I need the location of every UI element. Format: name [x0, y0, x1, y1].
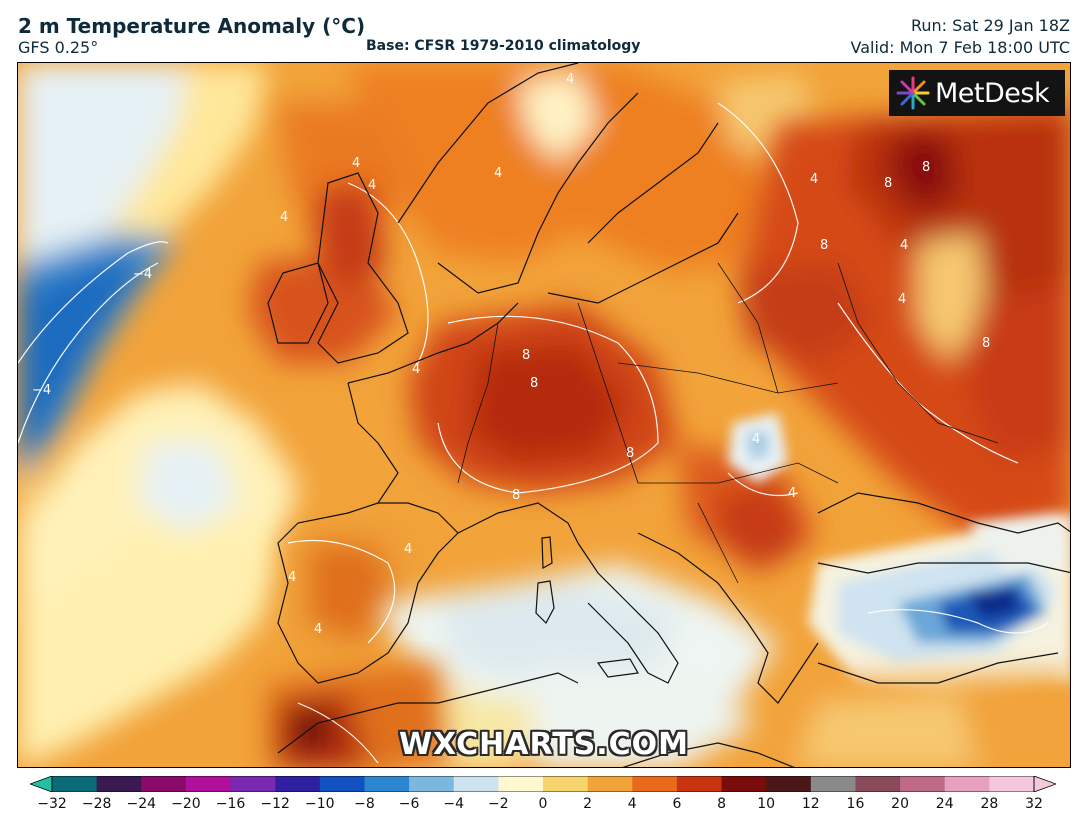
contour-label: 4 — [404, 542, 412, 557]
anatolia-cold-field — [808, 513, 1070, 703]
colorbar-outline — [51, 776, 1035, 792]
colorbar-segment — [543, 776, 589, 792]
contour-label: 4 — [314, 622, 322, 637]
colorbar-segment — [810, 776, 857, 792]
contour-label: 8 — [820, 238, 828, 253]
colorbar-tick-label: 28 — [980, 796, 999, 812]
colorbar-tick-label: 20 — [891, 796, 909, 812]
map-svg: 4 4 4 4 4 4 4 4 4 8 8 8 8 8 8 8 8 −4 −4 … — [18, 63, 1070, 767]
contour-label: 4 — [900, 238, 908, 253]
colorbar-tick-label: −10 — [305, 796, 335, 812]
model-label: GFS 0.25° — [18, 38, 99, 57]
colorbar-tick-label: −20 — [171, 796, 201, 812]
colorbar-tick-label: 16 — [846, 796, 865, 812]
colorbar-segment — [676, 776, 723, 792]
contour-label: −4 — [133, 267, 152, 282]
wxcharts-watermark: WXCHARTS.COM — [398, 727, 690, 762]
colorbar-tick-label: 2 — [583, 796, 593, 812]
valid-time-label: Valid: Mon 7 Feb 18:00 UTC — [850, 38, 1070, 57]
colorbar-tick-label: −8 — [354, 796, 375, 812]
anomaly-contours — [18, 102, 1049, 764]
contour-label: 4 — [752, 432, 760, 447]
colorbar-min-extend — [30, 776, 53, 792]
contour-label: 4 — [288, 570, 296, 585]
coastlines — [267, 63, 1070, 767]
contour-label: 4 — [788, 486, 796, 501]
colorbar-segment — [587, 776, 633, 792]
metdesk-logo: MetDesk — [889, 70, 1065, 116]
contour-label: 4 — [494, 166, 502, 181]
contour-label: 8 — [884, 176, 892, 191]
colorbar-tick-label: 10 — [757, 796, 776, 812]
chart-title: 2 m Temperature Anomaly (°C) — [18, 14, 366, 38]
colorbar-segment — [766, 776, 812, 792]
colorbar-segment — [900, 776, 946, 792]
colorbar-tick-label: −24 — [126, 796, 157, 812]
colorbar-segment — [498, 776, 544, 792]
colorbar-tick-label: −6 — [398, 796, 420, 812]
temperature-anomaly-map[interactable]: 4 4 4 4 4 4 4 4 4 8 8 8 8 8 8 8 8 −4 −4 … — [17, 62, 1071, 768]
colorbar-segment — [944, 776, 990, 792]
contour-label: 8 — [530, 376, 538, 391]
colorbar-segment — [364, 776, 410, 792]
colorbar-segment — [632, 776, 678, 792]
colorbar-tick-label: 24 — [935, 796, 954, 812]
run-label: Run: Sat 29 Jan 18Z — [911, 16, 1070, 35]
colorbar-segment — [230, 776, 276, 792]
contour-label: 8 — [512, 488, 520, 503]
contour-label: 4 — [412, 362, 420, 377]
carpathian-cool-patch — [728, 413, 788, 483]
colorbar-tick-label: −28 — [81, 796, 112, 812]
colorbar-segment — [409, 776, 455, 792]
contour-label: 4 — [280, 210, 288, 225]
colorbar-segment — [52, 776, 98, 792]
contour-label: 4 — [810, 172, 818, 187]
central-europe-field — [248, 183, 818, 573]
colorbar-tick-label: −2 — [488, 796, 509, 812]
contour-labels: 4 4 4 4 4 4 4 4 4 8 8 8 8 8 8 8 8 −4 −4 … — [32, 72, 990, 637]
base-climatology-label: Base: CFSR 1979-2010 climatology — [366, 38, 641, 54]
colorbar-tick-label: −32 — [37, 796, 67, 812]
eastern-europe-field — [738, 103, 1070, 543]
contour-label: 8 — [626, 446, 634, 461]
colorbar-segment — [141, 776, 187, 792]
colorbar-segment — [275, 776, 321, 792]
colorbar-segment — [855, 776, 901, 792]
colorbar-tick-label: 12 — [801, 796, 820, 812]
colorbar-tick-label: 0 — [538, 796, 548, 812]
colorbar-segment — [319, 776, 366, 792]
northern-europe-field — [278, 63, 818, 273]
colorbar-tick-label: 32 — [1025, 796, 1043, 812]
contour-label: 8 — [522, 348, 530, 363]
contour-label: 4 — [368, 178, 376, 193]
colorbar-max-extend — [1033, 776, 1056, 792]
colorbar-tick-label: −16 — [215, 796, 246, 812]
colorbar-tick-label: 8 — [717, 796, 726, 812]
colorbar-tick-label: −12 — [260, 796, 290, 812]
colorbar — [30, 776, 1056, 792]
contour-label: 8 — [922, 160, 930, 175]
contour-label: 8 — [982, 336, 990, 351]
colorbar-segment — [453, 776, 499, 792]
colorbar-tick-labels: −32 −28 −24 −20 −16 −12 −10 −8 −6 −4 −2 0 2 4 6 8 10 12 16… — [0, 796, 1088, 816]
contour-label: 4 — [898, 292, 906, 307]
north-africa-field — [268, 663, 1070, 767]
metdesk-logo-text: MetDesk — [935, 77, 1050, 109]
atlantic-anomaly-field — [18, 63, 298, 767]
colorbar-segment — [989, 776, 1035, 792]
metdesk-starburst-icon — [896, 76, 930, 110]
colorbar-segment — [185, 776, 232, 792]
colorbar-segment — [721, 776, 767, 792]
colorbar-segment — [96, 776, 142, 792]
contour-label: 4 — [352, 156, 360, 171]
contour-label: −4 — [32, 383, 51, 398]
contour-label: 4 — [566, 72, 574, 87]
colorbar-tick-label: 6 — [672, 796, 682, 812]
colorbar-tick-label: 4 — [627, 796, 637, 812]
colorbar-tick-label: −4 — [443, 796, 465, 812]
